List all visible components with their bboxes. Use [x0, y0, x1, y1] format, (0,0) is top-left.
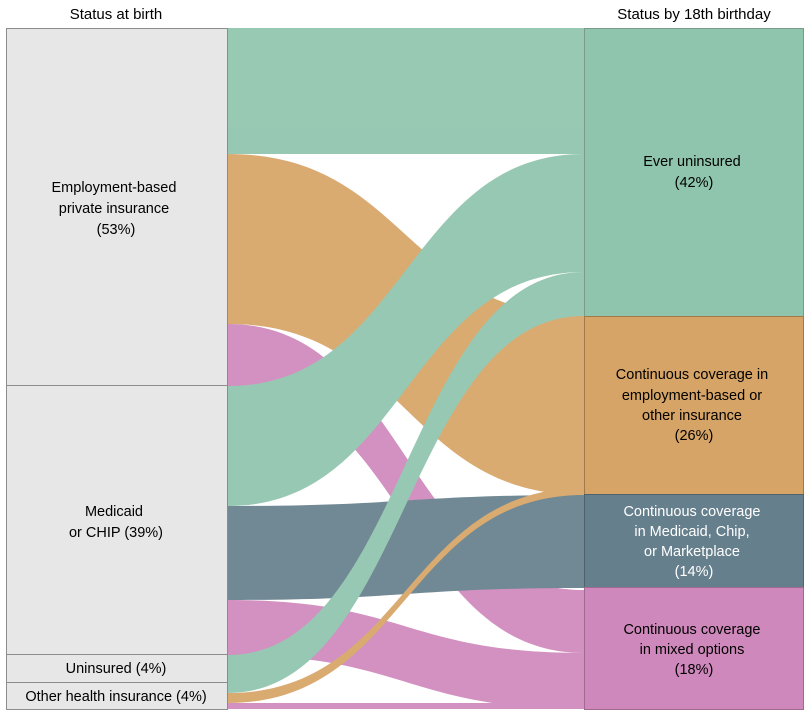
node-ever-uninsured	[584, 28, 804, 317]
flow-uninsured-to-ever-uninsured	[228, 272, 584, 693]
left-column-header: Status at birth	[70, 6, 163, 23]
flows-layer	[228, 28, 584, 709]
source-nodes	[6, 28, 228, 710]
flow-other-to-mixed	[228, 703, 584, 709]
node-continuous-employment	[584, 316, 804, 495]
flow-other-to-continuous-employment	[228, 488, 584, 703]
node-other-health-insurance	[6, 682, 228, 710]
label-ever-uninsured: Ever uninsured (42%)	[643, 154, 745, 191]
right-column-header: Status by 18th birthday	[617, 6, 771, 23]
label-continuous-medicaid: Continuous coverage in Medicaid, Chip, o…	[623, 504, 764, 580]
label-continuous-employment: Continuous coverage in employment-based …	[616, 367, 772, 444]
node-employment-based	[6, 28, 228, 386]
flow-employment-to-ever-uninsured	[228, 28, 584, 154]
label-continuous-mixed: Continuous coverage in mixed options (18…	[623, 622, 764, 678]
label-uninsured: Uninsured (4%)	[66, 661, 167, 677]
label-employment-based: Employment-based private insurance (53%)	[52, 180, 181, 238]
label-medicaid-chip: Medicaid or CHIP (39%)	[69, 504, 163, 541]
target-nodes	[584, 28, 804, 710]
node-uninsured	[6, 654, 228, 683]
flow-medicaid-to-ever-uninsured	[228, 154, 584, 506]
node-medicaid-chip	[6, 385, 228, 655]
label-other-health-insurance: Other health insurance (4%)	[25, 689, 206, 705]
node-continuous-mixed	[584, 587, 804, 710]
flow-medicaid-to-continuous-medicaid	[228, 495, 584, 600]
